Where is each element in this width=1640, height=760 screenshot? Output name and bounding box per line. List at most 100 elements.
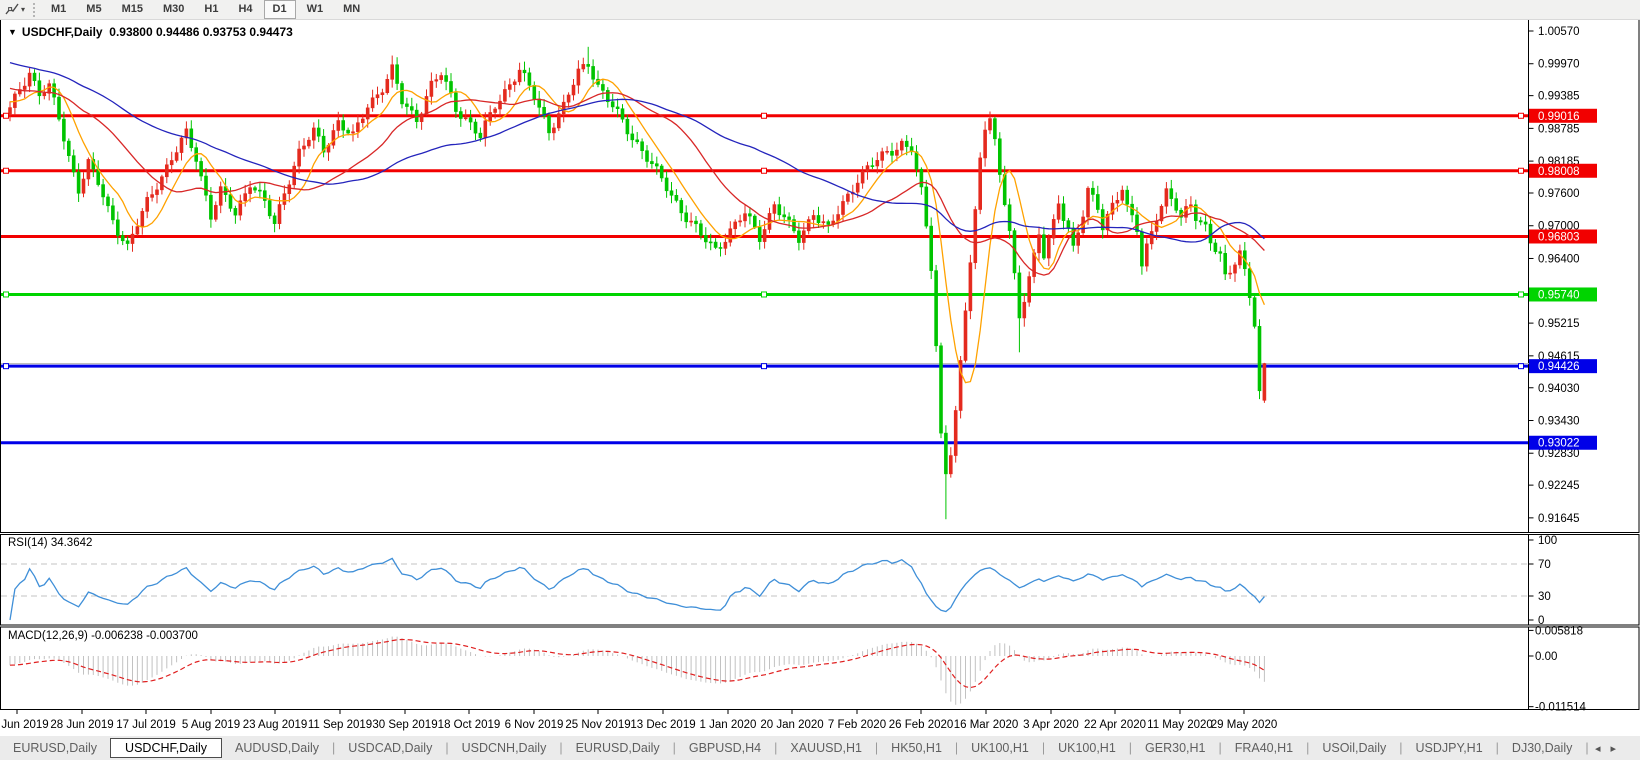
pane-frame	[0, 19, 1640, 533]
tab-separator: |	[445, 741, 449, 755]
timeframe-M5[interactable]: M5	[86, 3, 102, 15]
tab-USDCHF-Daily[interactable]: USDCHF,Daily	[110, 738, 222, 758]
timeframe-M1[interactable]: M1	[51, 3, 67, 15]
svg-text:3 Apr 2020: 3 Apr 2020	[1023, 719, 1079, 731]
tab-UK100-H1[interactable]: UK100,H1	[1058, 741, 1116, 755]
chart-canvas[interactable]: 1.005700.999700.993850.987850.981850.976…	[0, 0, 1640, 736]
macd-signal-line	[9, 638, 1265, 689]
svg-text:0.97600: 0.97600	[1538, 188, 1580, 200]
tab-FRA40-H1[interactable]: FRA40,H1	[1234, 741, 1294, 755]
hline-handle[interactable]	[1518, 363, 1524, 370]
svg-text:0.94030: 0.94030	[1538, 383, 1580, 395]
svg-text:0.98785: 0.98785	[1538, 123, 1580, 135]
macd-indicator-label: MACD(12,26,9) -0.006238 -0.003700	[8, 630, 198, 642]
svg-text:17 Jul 2019: 17 Jul 2019	[116, 719, 175, 731]
svg-text:25 Nov 2019: 25 Nov 2019	[565, 719, 630, 731]
hline-handle[interactable]	[3, 112, 9, 119]
symbol-dropdown-icon[interactable]: ▼	[8, 27, 17, 37]
svg-text:0.92830: 0.92830	[1538, 448, 1580, 460]
svg-text:0.95215: 0.95215	[1538, 318, 1580, 330]
svg-text:30 Sep 2019: 30 Sep 2019	[372, 719, 437, 731]
svg-text:23 Aug 2019: 23 Aug 2019	[243, 719, 308, 731]
tab-USOil-Daily[interactable]: USOil,Daily	[1322, 741, 1387, 755]
draw-tool-icon[interactable]	[3, 2, 21, 17]
hline-handle[interactable]	[761, 291, 767, 298]
chart-tab-bar: EURUSD,Daily USDCHF,Daily AUDUSD,Daily | USD…	[0, 736, 1640, 760]
svg-text:16 Mar 2020: 16 Mar 2020	[954, 719, 1019, 731]
svg-text:0.93022: 0.93022	[1538, 438, 1580, 450]
hline-price-label: 0.94426	[1529, 359, 1597, 374]
tab-UK100-H1[interactable]: UK100,H1	[971, 741, 1029, 755]
tab-scroll-arrows[interactable]: ◂▸	[1595, 742, 1626, 755]
svg-text:0: 0	[1538, 615, 1544, 627]
pane-frame	[0, 534, 1640, 626]
hline-handle[interactable]	[1518, 167, 1524, 174]
tab-HK50-H1[interactable]: HK50,H1	[891, 741, 942, 755]
svg-text:0.91645: 0.91645	[1538, 513, 1580, 525]
ohlc-values: 0.93800 0.94486 0.93753 0.94473	[109, 25, 293, 39]
hline-price-label: 0.99016	[1529, 108, 1597, 123]
tab-scroll-left-icon[interactable]: ◂	[1594, 742, 1611, 755]
tab-separator: |	[1399, 741, 1403, 755]
tab-EURUSD-Daily[interactable]: EURUSD,Daily	[13, 741, 98, 755]
timeframe-MN[interactable]: MN	[343, 3, 361, 15]
hline-handle[interactable]	[3, 167, 9, 174]
hline-price-label: 0.95740	[1529, 287, 1597, 302]
svg-text:70: 70	[1538, 559, 1551, 571]
tab-scroll-right-icon[interactable]: ▸	[1610, 742, 1626, 755]
draw-tool-dropdown-icon[interactable]: ▾	[21, 5, 26, 14]
tab-XAUUSD-H1[interactable]: XAUUSD,H1	[790, 741, 862, 755]
svg-text:0.92245: 0.92245	[1538, 480, 1580, 492]
ma-slow-line	[9, 61, 1265, 243]
timeframe-W1[interactable]: W1	[306, 3, 324, 15]
tab-separator: |	[672, 741, 676, 755]
moving-averages-layer	[9, 61, 1265, 384]
hline-handle[interactable]	[761, 112, 767, 119]
timeframe-M30[interactable]: M30	[162, 3, 185, 15]
hline-handle[interactable]	[3, 291, 9, 298]
tab-GER30-H1[interactable]: GER30,H1	[1145, 741, 1206, 755]
timeframe-H1[interactable]: H1	[204, 3, 219, 15]
tab-USDJPY-H1[interactable]: USDJPY,H1	[1415, 741, 1483, 755]
svg-text:11 Sep 2019: 11 Sep 2019	[308, 719, 372, 731]
svg-text:22 Apr 2020: 22 Apr 2020	[1084, 719, 1146, 731]
hline-handle[interactable]	[3, 363, 9, 370]
timeframe-H4[interactable]: H4	[238, 3, 253, 15]
tab-USDCNH-Daily[interactable]: USDCNH,Daily	[461, 741, 547, 755]
svg-text:18 Oct 2019: 18 Oct 2019	[438, 719, 501, 731]
hline-handle[interactable]	[761, 167, 767, 174]
svg-text:0.99970: 0.99970	[1538, 59, 1580, 71]
svg-text:30: 30	[1538, 591, 1551, 603]
svg-text:13 Dec 2019: 13 Dec 2019	[630, 719, 695, 731]
ma-fast-line	[9, 78, 1265, 384]
ma-medium-line	[9, 87, 1265, 276]
tab-EURUSD-Daily[interactable]: EURUSD,Daily	[575, 741, 660, 755]
timeframe-D1[interactable]: D1	[263, 0, 296, 19]
top-toolbar: ▾ M1 M5 M15 M30 H1 H4 D1 W1 MN	[0, 0, 1640, 20]
hline-price-label: 0.98008	[1529, 163, 1597, 178]
timeframe-M15[interactable]: M15	[121, 3, 143, 15]
svg-text:10 Jun 2019: 10 Jun 2019	[0, 719, 49, 731]
macd-axis: 0.005818 0.00 -0.011514	[1528, 625, 1587, 714]
svg-text:7 Feb 2020: 7 Feb 2020	[828, 719, 886, 731]
svg-text:0.96803: 0.96803	[1538, 231, 1580, 243]
pane-frame	[0, 626, 1640, 710]
svg-text:100: 100	[1538, 535, 1557, 547]
svg-text:5 Aug 2019: 5 Aug 2019	[182, 719, 240, 731]
tab-DJ30-Daily[interactable]: DJ30,Daily	[1511, 741, 1573, 755]
hline-handle[interactable]	[1518, 112, 1524, 119]
svg-text:0.005818: 0.005818	[1535, 625, 1583, 637]
tab-GBPUSD-H4[interactable]: GBPUSD,H4	[688, 741, 762, 755]
svg-text:28 Jun 2019: 28 Jun 2019	[50, 719, 113, 731]
tab-separator: |	[954, 741, 959, 755]
tab-USDCAD-Daily[interactable]: USDCAD,Daily	[348, 741, 433, 755]
svg-text:11 May 2020: 11 May 2020	[1147, 719, 1213, 731]
hline-price-label: 0.96803	[1529, 229, 1597, 244]
hline-handle[interactable]	[1518, 291, 1524, 298]
hline-handle[interactable]	[761, 363, 767, 370]
tab-separator: |	[1218, 741, 1222, 755]
tab-AUDUSD-Daily[interactable]: AUDUSD,Daily	[235, 741, 320, 755]
svg-text:0.94426: 0.94426	[1538, 361, 1580, 373]
tab-separator: |	[1585, 741, 1589, 755]
